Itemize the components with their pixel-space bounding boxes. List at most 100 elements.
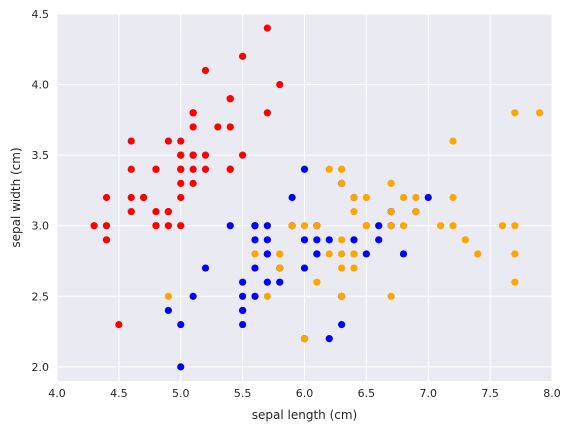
data-point-series-3 bbox=[511, 250, 519, 258]
data-point-series-2 bbox=[300, 236, 309, 244]
data-point-series-3 bbox=[300, 335, 309, 343]
data-point-series-1 bbox=[140, 193, 148, 202]
data-point-series-2 bbox=[362, 250, 370, 258]
data-point-series-3 bbox=[449, 222, 457, 230]
data-point-series-3 bbox=[325, 165, 333, 173]
data-point-series-1 bbox=[239, 151, 247, 159]
data-point-series-3 bbox=[338, 264, 346, 272]
data-point-series-2 bbox=[313, 236, 321, 244]
data-point-series-3 bbox=[362, 222, 370, 230]
data-point-series-3 bbox=[511, 109, 519, 117]
data-point-series-3 bbox=[338, 179, 346, 187]
data-point-series-1 bbox=[177, 179, 185, 187]
data-point-series-2 bbox=[177, 363, 185, 371]
data-point-series-1 bbox=[152, 208, 160, 216]
data-point-series-2 bbox=[263, 236, 271, 244]
data-point-series-2 bbox=[239, 278, 247, 286]
data-point-series-3 bbox=[387, 179, 395, 187]
y-axis-label: sepal width (cm) bbox=[9, 147, 23, 247]
data-points bbox=[90, 24, 544, 371]
data-point-series-3 bbox=[536, 109, 544, 117]
data-point-series-2 bbox=[350, 236, 358, 244]
data-point-series-2 bbox=[313, 250, 321, 258]
data-point-series-2 bbox=[263, 278, 271, 286]
data-point-series-3 bbox=[350, 193, 358, 202]
data-point-series-1 bbox=[127, 208, 135, 216]
data-point-series-2 bbox=[189, 292, 197, 300]
data-point-series-3 bbox=[511, 278, 519, 286]
data-point-series-1 bbox=[189, 109, 197, 117]
x-tick-label: 7.0 bbox=[420, 387, 438, 400]
data-point-series-2 bbox=[300, 264, 309, 272]
data-point-series-2 bbox=[251, 222, 259, 230]
y-tick-label: 2.5 bbox=[32, 290, 50, 303]
data-point-series-2 bbox=[263, 222, 271, 230]
y-tick-label: 4.0 bbox=[32, 79, 50, 92]
x-tick-label: 6.5 bbox=[358, 387, 376, 400]
data-point-series-1 bbox=[263, 109, 271, 117]
data-point-series-3 bbox=[498, 222, 507, 230]
data-point-series-3 bbox=[387, 292, 395, 300]
data-point-series-1 bbox=[177, 137, 185, 145]
x-tick-label: 5.0 bbox=[172, 387, 190, 400]
data-point-series-3 bbox=[313, 278, 321, 286]
x-axis-label: sepal length (cm) bbox=[252, 408, 357, 422]
x-tick-label: 8.0 bbox=[543, 387, 561, 400]
data-point-series-3 bbox=[449, 137, 457, 145]
data-point-series-3 bbox=[251, 250, 259, 258]
data-point-series-3 bbox=[362, 193, 370, 202]
data-point-series-3 bbox=[338, 236, 346, 244]
y-tick-label: 3.0 bbox=[32, 220, 50, 233]
data-point-series-1 bbox=[177, 193, 185, 202]
x-tick-label: 7.5 bbox=[481, 387, 499, 400]
data-point-series-2 bbox=[338, 320, 346, 329]
data-point-series-1 bbox=[127, 165, 135, 173]
data-point-series-1 bbox=[127, 193, 135, 202]
data-point-series-3 bbox=[461, 236, 469, 244]
data-point-series-3 bbox=[313, 222, 321, 230]
y-tick-label: 2.0 bbox=[32, 361, 50, 374]
data-point-series-3 bbox=[511, 222, 519, 230]
data-point-series-2 bbox=[251, 264, 259, 272]
data-point-series-3 bbox=[300, 222, 309, 230]
data-point-series-3 bbox=[263, 292, 271, 300]
grid-lines bbox=[56, 13, 553, 381]
data-point-series-1 bbox=[276, 80, 284, 89]
data-point-series-1 bbox=[102, 222, 111, 230]
data-point-series-1 bbox=[115, 320, 123, 329]
data-point-series-3 bbox=[288, 222, 296, 230]
data-point-series-1 bbox=[177, 165, 185, 173]
data-point-series-3 bbox=[449, 193, 457, 202]
data-point-series-3 bbox=[399, 193, 408, 202]
data-point-series-1 bbox=[127, 137, 135, 145]
data-point-series-3 bbox=[350, 264, 358, 272]
data-point-series-1 bbox=[90, 222, 98, 230]
data-point-series-2 bbox=[325, 335, 333, 343]
data-point-series-3 bbox=[276, 264, 284, 272]
data-point-series-1 bbox=[226, 165, 234, 173]
data-point-series-1 bbox=[152, 222, 160, 230]
data-point-series-3 bbox=[350, 250, 358, 258]
data-point-series-3 bbox=[338, 250, 346, 258]
data-point-series-1 bbox=[102, 193, 111, 202]
data-point-series-2 bbox=[399, 250, 408, 258]
data-point-series-1 bbox=[201, 66, 210, 75]
data-point-series-1 bbox=[201, 151, 210, 159]
data-point-series-3 bbox=[387, 222, 395, 230]
data-point-series-1 bbox=[164, 208, 172, 216]
data-point-series-2 bbox=[375, 222, 383, 230]
data-point-series-2 bbox=[226, 222, 234, 230]
data-point-series-1 bbox=[177, 222, 185, 230]
data-point-series-1 bbox=[102, 236, 111, 244]
data-point-series-2 bbox=[325, 236, 333, 244]
data-point-series-1 bbox=[177, 151, 185, 159]
data-point-series-2 bbox=[239, 292, 247, 300]
data-point-series-3 bbox=[399, 222, 408, 230]
data-point-series-1 bbox=[189, 151, 197, 159]
x-tick-label: 4.0 bbox=[48, 387, 66, 400]
x-tick-labels: 4.0 4.5 5.0 5.5 6.0 6.5 7.0 7.5 8.0 bbox=[48, 387, 561, 400]
y-tick-label: 4.5 bbox=[32, 8, 50, 21]
data-point-series-3 bbox=[412, 208, 420, 216]
data-point-series-1 bbox=[263, 24, 271, 32]
